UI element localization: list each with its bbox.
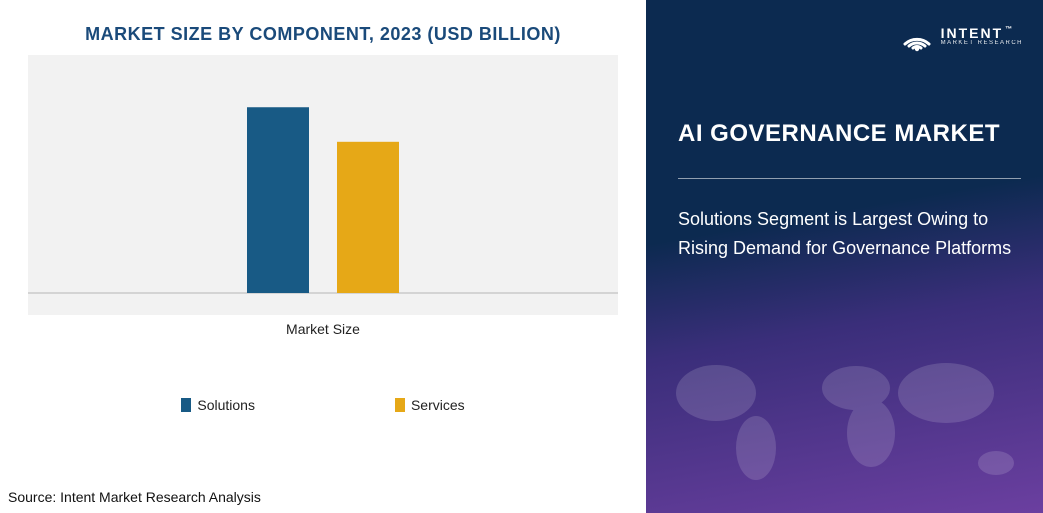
worldmap-decoration bbox=[646, 333, 1043, 513]
infographic-root: MARKET SIZE BY COMPONENT, 2023 (USD BILL… bbox=[0, 0, 1043, 513]
chart-area bbox=[28, 55, 618, 315]
panel-title: AI GOVERNANCE MARKET bbox=[678, 118, 1021, 150]
legend: Solutions Services bbox=[0, 397, 646, 413]
legend-swatch-solutions bbox=[181, 398, 191, 412]
left-panel: MARKET SIZE BY COMPONENT, 2023 (USD BILL… bbox=[0, 0, 646, 513]
xaxis-label: Market Size bbox=[0, 321, 646, 337]
right-content: AI GOVERNANCE MARKET Solutions Segment i… bbox=[678, 118, 1021, 263]
legend-swatch-services bbox=[395, 398, 405, 412]
wifi-icon bbox=[899, 18, 935, 54]
brand-text: INTENT™ MARKET RESEARCH bbox=[941, 26, 1023, 46]
brand-name: INTENT bbox=[941, 25, 1004, 41]
bar-chart-svg bbox=[28, 55, 618, 315]
trademark-icon: ™ bbox=[1005, 26, 1014, 33]
bar-services bbox=[337, 142, 399, 293]
source-text: Source: Intent Market Research Analysis bbox=[8, 489, 261, 505]
legend-label-solutions: Solutions bbox=[197, 397, 255, 413]
legend-item-services: Services bbox=[395, 397, 465, 413]
panel-description: Solutions Segment is Largest Owing to Ri… bbox=[678, 205, 1021, 263]
brand-subtext: MARKET RESEARCH bbox=[941, 40, 1023, 46]
chart-title: MARKET SIZE BY COMPONENT, 2023 (USD BILL… bbox=[0, 24, 646, 45]
right-panel: INTENT™ MARKET RESEARCH AI GOVERNANCE MA… bbox=[646, 0, 1043, 513]
brand-logo: INTENT™ MARKET RESEARCH bbox=[899, 18, 1023, 54]
legend-label-services: Services bbox=[411, 397, 465, 413]
bar-solutions bbox=[247, 107, 309, 293]
legend-item-solutions: Solutions bbox=[181, 397, 255, 413]
divider bbox=[678, 178, 1021, 179]
